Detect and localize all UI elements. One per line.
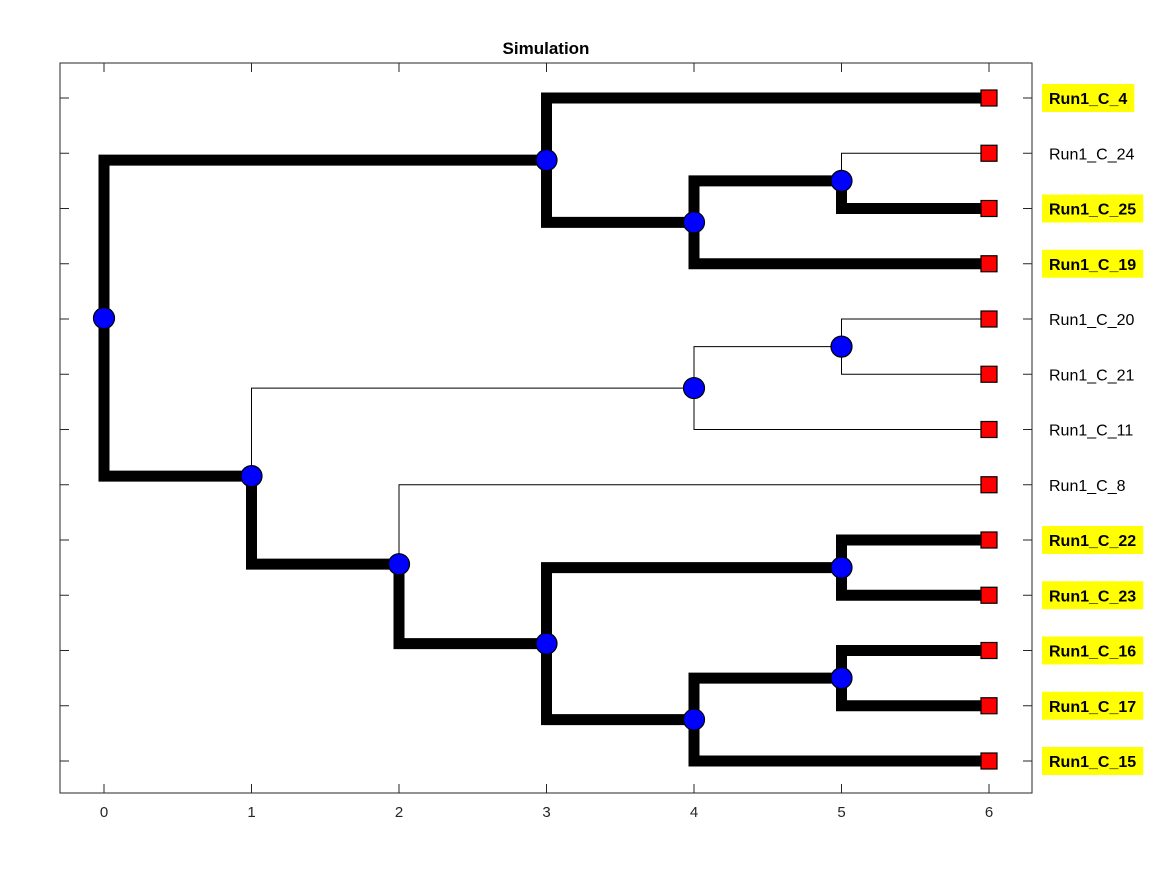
leaf-node xyxy=(980,697,998,715)
internal-node xyxy=(682,211,706,234)
internal-node xyxy=(830,667,853,690)
internal-node xyxy=(535,149,558,172)
branch-highlighted xyxy=(541,562,842,644)
leaf-label: Run1_C_4 xyxy=(1049,91,1127,108)
branch-highlighted xyxy=(246,476,399,570)
internal-node xyxy=(682,708,706,731)
leaf-label-highlight xyxy=(1042,249,1144,278)
leaf-label-highlight xyxy=(1042,526,1144,554)
leaf-label-highlight xyxy=(1042,691,1144,720)
internal-node xyxy=(682,376,706,400)
branch xyxy=(693,388,989,430)
leaf-label: Run1_C_17 xyxy=(1049,699,1136,716)
leaf-node xyxy=(980,531,998,549)
branch-highlighted xyxy=(541,92,989,161)
x-tick-label: 3 xyxy=(542,804,550,821)
leaf-node xyxy=(980,420,998,439)
leaf-node xyxy=(980,255,998,273)
nodes xyxy=(92,89,998,770)
branch-highlighted xyxy=(688,175,842,223)
branch-highlighted xyxy=(688,719,989,767)
leaf-node xyxy=(980,144,998,162)
leaf-label-highlight xyxy=(1042,194,1144,223)
leaf-label-highlight xyxy=(1042,581,1144,610)
leaf-label: Run1_C_21 xyxy=(1049,367,1135,384)
branch-highlighted xyxy=(98,318,252,482)
leaf-node xyxy=(980,89,998,107)
branch-highlighted xyxy=(541,643,694,726)
leaf-label: Run1_C_8 xyxy=(1049,478,1126,495)
leaf-node xyxy=(980,752,998,770)
branch-highlighted xyxy=(541,160,694,228)
leaf-node xyxy=(980,365,998,383)
x-axis: 0 1 2 3 4 5 6 xyxy=(60,63,1032,821)
x-tick-label: 6 xyxy=(985,804,993,821)
leaf-label: Run1_C_24 xyxy=(1049,146,1135,163)
leaf-label-highlight xyxy=(1042,747,1144,775)
leaf-label-highlight xyxy=(1042,636,1144,665)
leaf-node xyxy=(980,199,998,218)
internal-node xyxy=(830,556,853,579)
x-tick-label: 4 xyxy=(690,804,698,821)
leaf-node xyxy=(980,641,998,660)
branch-highlighted xyxy=(688,672,842,720)
leaf-label: Run1_C_25 xyxy=(1049,202,1136,219)
leaf-label-highlight xyxy=(1042,84,1135,112)
leaf-node xyxy=(980,476,998,494)
x-tick-label: 2 xyxy=(395,804,403,821)
internal-node xyxy=(92,307,116,330)
branch xyxy=(251,387,694,477)
internal-node xyxy=(830,335,853,358)
leaf-label: Run1_C_19 xyxy=(1049,257,1136,274)
leaf-label: Run1_C_16 xyxy=(1049,644,1136,661)
x-tick-label: 5 xyxy=(837,804,845,821)
internal-node xyxy=(830,169,853,192)
x-tick-label: 0 xyxy=(100,804,108,821)
branches xyxy=(98,92,989,767)
chart-title: Simulation xyxy=(503,39,590,58)
branch xyxy=(398,484,989,565)
branch-highlighted xyxy=(98,154,547,319)
internal-node xyxy=(240,465,263,488)
leaf-label: Run1_C_11 xyxy=(1049,423,1133,440)
branch xyxy=(693,346,842,389)
leaf-label: Run1_C_22 xyxy=(1049,533,1136,550)
leaf-label: Run1_C_15 xyxy=(1049,754,1136,771)
internal-node xyxy=(387,553,411,576)
branch-highlighted xyxy=(393,564,547,650)
x-tick-label: 1 xyxy=(247,804,255,821)
internal-node xyxy=(535,632,558,655)
leaf-node xyxy=(980,310,998,328)
branch-highlighted xyxy=(688,222,989,270)
leaf-label: Run1_C_23 xyxy=(1049,588,1136,605)
leaf-node xyxy=(980,586,998,604)
leaf-label: Run1_C_20 xyxy=(1049,312,1135,329)
leaf-labels: Run1_C_4 Run1_C_24 Run1_C_25 Run1_C_19 Run1_… xyxy=(1042,84,1144,775)
